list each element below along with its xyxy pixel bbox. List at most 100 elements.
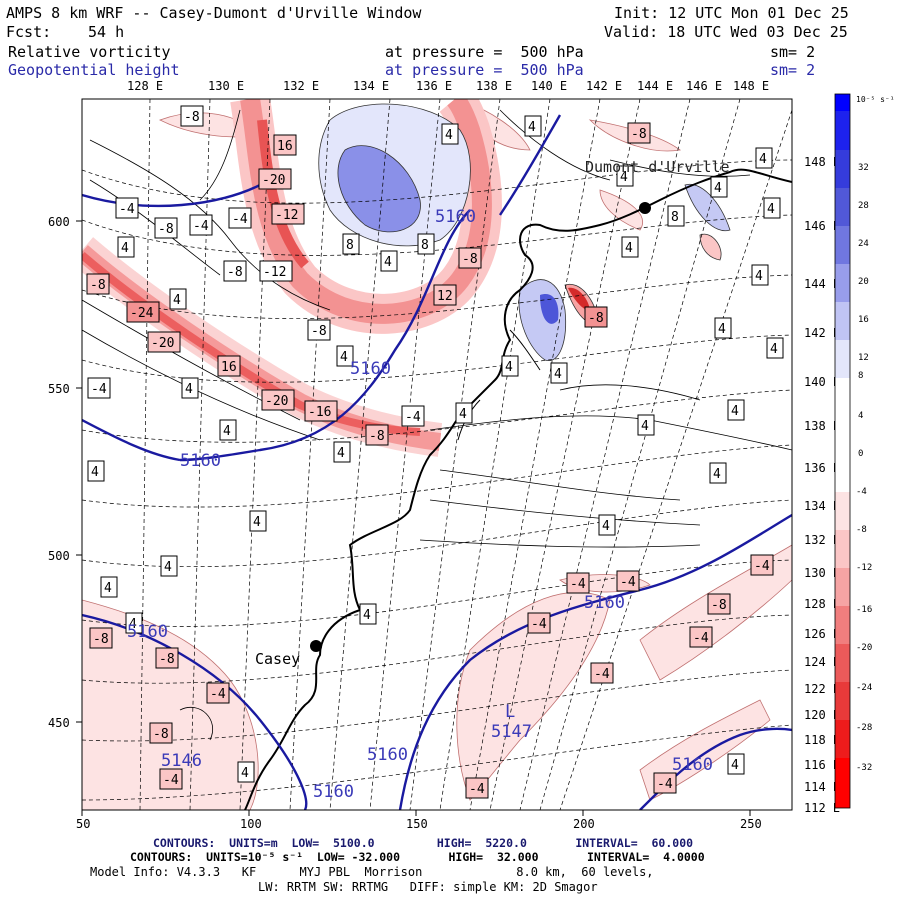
- top-lon-label: 136 E: [416, 79, 452, 93]
- x-axis-ticks: 50 100 150 200 250: [76, 810, 762, 831]
- svg-text:8: 8: [421, 238, 429, 253]
- top-lon-label: 138 E: [476, 79, 512, 93]
- model-info: Model Info: V4.3.3 KF MYJ PBL Morrison 8…: [90, 865, 654, 879]
- field2-name: Geopotential height: [8, 61, 180, 79]
- svg-text:4: 4: [363, 608, 371, 623]
- svg-text:-8: -8: [631, 127, 647, 142]
- svg-text:4: 4: [713, 467, 721, 482]
- right-lon-label: 116 E: [804, 758, 840, 772]
- right-lon-label: 112 E: [804, 801, 840, 815]
- svg-text:-4: -4: [163, 773, 179, 788]
- map-plot-area: -8 16 -20 -12 -4 -8 -4 -4 4 -8 -12 -8 4 …: [82, 99, 792, 810]
- svg-text:4: 4: [505, 360, 513, 375]
- init-time: Init: 12 UTC Mon 01 Dec 25: [614, 4, 849, 22]
- casey-station-label: Casey: [255, 650, 300, 668]
- right-lon-label: 126 E: [804, 627, 840, 641]
- svg-text:-8: -8: [227, 265, 243, 280]
- right-lon-label: 136 E: [804, 461, 840, 475]
- svg-text:4: 4: [620, 170, 628, 185]
- top-lon-label: 146 E: [686, 79, 722, 93]
- svg-text:-4: -4: [91, 382, 107, 397]
- svg-text:4: 4: [625, 241, 633, 256]
- field2-smoothing: sm= 2: [770, 61, 816, 79]
- svg-text:-4: -4: [570, 577, 586, 592]
- svg-text:-8: -8: [311, 324, 327, 339]
- svg-text:-4: -4: [193, 219, 209, 234]
- colorbar-level: 8: [858, 371, 863, 381]
- colorbar-level: 28: [858, 201, 869, 211]
- svg-text:4: 4: [554, 367, 562, 382]
- colorbar-level: -24: [856, 683, 872, 693]
- height-label-8: 5146: [161, 751, 202, 771]
- right-lon-label: 132 E: [804, 533, 840, 547]
- svg-text:-20: -20: [265, 394, 288, 409]
- top-lon-label: 148 E: [733, 79, 769, 93]
- svg-text:4: 4: [241, 766, 249, 781]
- colorbar-level: 16: [858, 315, 869, 325]
- right-longitude-labels: 148 E 146 E 144 E 142 E 140 E 138 E 136 …: [804, 155, 840, 815]
- svg-text:4: 4: [759, 152, 767, 167]
- y-tick-label: 450: [48, 716, 70, 730]
- height-label-4: 5160: [584, 593, 625, 613]
- svg-text:4: 4: [731, 758, 739, 773]
- svg-text:-4: -4: [232, 212, 248, 227]
- right-lon-label: 130 E: [804, 566, 840, 580]
- svg-text:4: 4: [253, 515, 261, 530]
- colorbar-level: -12: [856, 563, 872, 573]
- svg-text:-8: -8: [369, 429, 385, 444]
- colorbar-level: 0: [858, 449, 863, 459]
- svg-text:4: 4: [121, 241, 129, 256]
- positive-vorticity-blob: [318, 103, 471, 247]
- forecast-label: Fcst:: [6, 23, 52, 41]
- svg-text:4: 4: [767, 202, 775, 217]
- svg-text:-4: -4: [754, 559, 770, 574]
- svg-text:4: 4: [223, 424, 231, 439]
- svg-text:-20: -20: [262, 173, 285, 188]
- top-lon-label: 142 E: [586, 79, 622, 93]
- colorbar-level: 12: [858, 353, 869, 363]
- colorbar-level: -4: [856, 487, 867, 497]
- right-lon-label: 146 E: [804, 219, 840, 233]
- svg-text:4: 4: [770, 342, 778, 357]
- right-lon-label: 144 E: [804, 277, 840, 291]
- forecast-hours: 54 h: [88, 23, 125, 41]
- right-lon-label: 138 E: [804, 419, 840, 433]
- right-lon-label: 140 E: [804, 375, 840, 389]
- vorticity-contour-info: CONTOURS: UNITS=10⁻⁵ s⁻¹ LOW= -32.000 HI…: [130, 850, 705, 864]
- svg-text:-4: -4: [469, 782, 485, 797]
- x-tick-label: 50: [76, 817, 90, 831]
- svg-text:4: 4: [340, 350, 348, 365]
- svg-text:4: 4: [731, 404, 739, 419]
- model-physics-info: LW: RRTM SW: RRTMG DIFF: simple KM: 2D S…: [258, 880, 598, 894]
- height-label-10: 5160: [672, 755, 713, 775]
- height-label-7: 5160: [313, 782, 354, 802]
- y-axis-ticks: 600 550 500 450: [48, 215, 82, 730]
- svg-text:-20: -20: [151, 336, 174, 351]
- valid-time: Valid: 18 UTC Wed 03 Dec 25: [604, 23, 848, 41]
- svg-text:-8: -8: [184, 110, 200, 125]
- height-label-9: 5147: [491, 722, 532, 742]
- svg-text:4: 4: [718, 322, 726, 337]
- contour-value-labels: -8 16 -20 -12 -4 -8 -4 -4 4 -8 -12 -8 4 …: [86, 105, 784, 799]
- svg-text:-8: -8: [711, 598, 727, 613]
- y-tick-label: 600: [48, 215, 70, 229]
- svg-text:4: 4: [104, 581, 112, 596]
- colorbar-level: -28: [856, 723, 872, 733]
- top-lon-label: 130 E: [208, 79, 244, 93]
- svg-text:4: 4: [602, 519, 610, 534]
- colorbar-level: 4: [858, 411, 863, 421]
- y-tick-label: 550: [48, 382, 70, 396]
- field1-name: Relative vorticity: [8, 43, 171, 61]
- colorbar-level: -20: [856, 643, 872, 653]
- svg-text:-4: -4: [119, 202, 135, 217]
- svg-text:4: 4: [129, 617, 137, 632]
- right-lon-label: 124 E: [804, 655, 840, 669]
- right-lon-label: 122 E: [804, 682, 840, 696]
- svg-text:4: 4: [91, 465, 99, 480]
- dumont-station-label: Dumont d'Urville: [585, 158, 730, 176]
- field1-level: at pressure = 500 hPa: [385, 43, 584, 61]
- svg-text:4: 4: [185, 382, 193, 397]
- x-tick-label: 100: [240, 817, 262, 831]
- right-lon-label: 114 E: [804, 780, 840, 794]
